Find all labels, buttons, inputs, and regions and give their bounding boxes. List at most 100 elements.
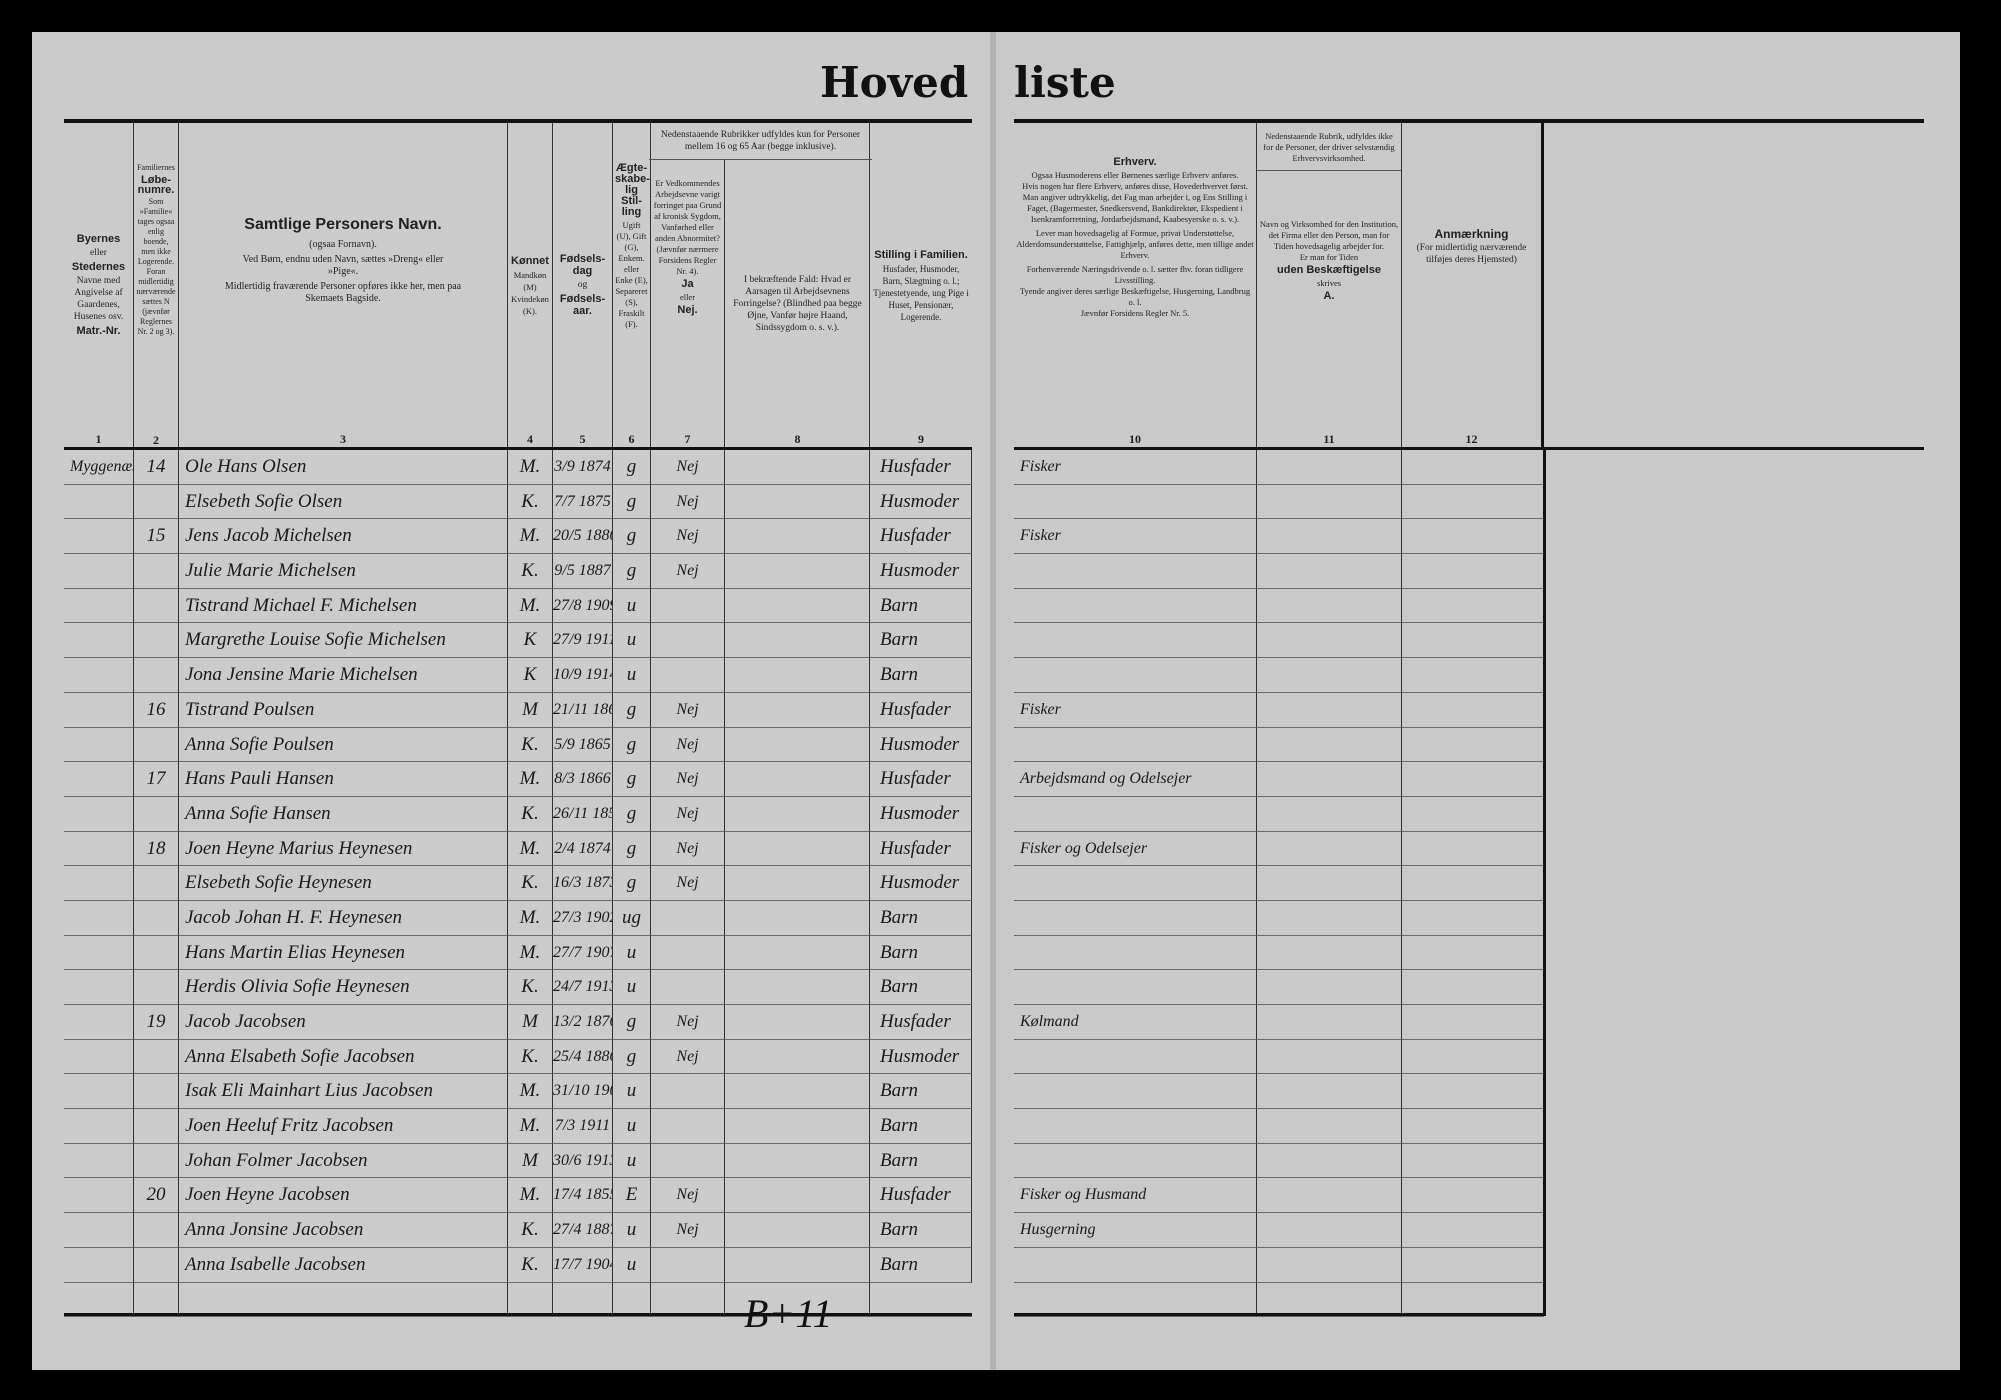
h10-t6: Tyende angiver deres særlige Beskæftigel… (1019, 286, 1251, 307)
cell-marital-status: g (613, 484, 651, 520)
cell-employer (1257, 762, 1402, 797)
cell-work-ability: Nej (651, 692, 725, 728)
cell-occupation (1014, 484, 1257, 520)
cell-occupation (1014, 623, 1257, 659)
cell-marital-status: u (613, 1143, 651, 1179)
header-col-5: Fødsels-dag og Fødsels-aar. 5 (553, 123, 613, 447)
cell-family-position: Barn (870, 623, 972, 659)
h12-b1: Anmærkning (1434, 227, 1509, 242)
cell-place (64, 1039, 134, 1075)
cell-family-number (134, 727, 179, 763)
cell-marital-status: u (613, 588, 651, 624)
cell-work-ability: Nej (651, 866, 725, 901)
col-number: 5 (579, 432, 586, 446)
cell-marital-status: ug (613, 900, 651, 936)
cell-work-ability: Nej (651, 519, 725, 555)
cell-birth-date: 27/4 1887 (553, 1213, 613, 1248)
cell-reason (725, 796, 870, 832)
header-col-4: Kønnet Mandkøn (M) Kvindekøn (K). 4 (508, 123, 553, 447)
cell-birth-date: 20/5 1880 (553, 519, 613, 555)
cell-birth-date: 27/9 1911 (553, 623, 613, 659)
h9-t1: Husfader, Husmoder, Barn, Slægtning o. l… (873, 264, 969, 322)
cell-family-number: 18 (134, 831, 179, 867)
cell-family-position: Barn (870, 1213, 972, 1248)
cell-work-ability: Nej (651, 762, 725, 797)
cell-marital-status: g (613, 866, 651, 901)
cell-reason (725, 1039, 870, 1075)
cell-sex: M. (508, 1178, 553, 1214)
cell-remark (1402, 728, 1544, 763)
cell-remark (1402, 693, 1544, 728)
header-col-1: Byernes eller Stedernes Navne med Angivelse… (64, 123, 134, 447)
cell-reason (725, 727, 870, 763)
h5-b1: Fødsels-dag (559, 253, 606, 277)
cell-marital-status: g (613, 762, 651, 797)
col12-right-border (1543, 450, 1546, 1316)
cell-occupation: Arbejdsmand og Odelsejer (1014, 762, 1257, 797)
cell-reason (725, 1005, 870, 1040)
cell-work-ability: Nej (651, 1213, 725, 1248)
cell-birth-date: 24/7 1913 (553, 970, 613, 1005)
cell-reason (725, 554, 870, 589)
cell-employer (1257, 796, 1402, 832)
col-number: 12 (1465, 432, 1478, 446)
cell-place (64, 762, 134, 797)
cell-birth-date: 25/4 1886 (553, 1039, 613, 1075)
h11-b2: A. (1323, 290, 1335, 302)
cell-family-position: Barn (870, 1143, 972, 1179)
cell-place (64, 1178, 134, 1214)
cell-reason (725, 970, 870, 1005)
cell-marital-status: u (613, 1074, 651, 1110)
cell-marital-status: g (613, 727, 651, 763)
cell-family-position: Barn (870, 1074, 972, 1110)
cell-occupation (1014, 900, 1257, 936)
cell-marital-status: u (613, 623, 651, 659)
cell-person-name: Tistrand Poulsen (179, 692, 508, 728)
cell-sex: K. (508, 970, 553, 1005)
cell-employer (1257, 900, 1402, 936)
h10-t1: Ogsaa Husmoderens eller Børnenes særlige… (1031, 170, 1239, 180)
cell-person-name: Elsebeth Sofie Heynesen (179, 866, 508, 901)
cell-person-name: Joen Heeluf Fritz Jacobsen (179, 1109, 508, 1144)
cell-reason (725, 935, 870, 971)
cell-sex (508, 1282, 553, 1318)
cell-marital-status: g (613, 450, 651, 485)
cell-family-position: Husfader (870, 692, 972, 728)
cell-birth-date: 30/6 1913 (553, 1143, 613, 1179)
h3-t2: Ved Børn, endnu uden Navn, sættes »Dreng… (242, 254, 444, 278)
cell-sex: K. (508, 1213, 553, 1248)
cell-employer (1257, 1005, 1402, 1040)
cell-reason (725, 1074, 870, 1110)
cell-sex: K. (508, 727, 553, 763)
col-number: 4 (527, 432, 533, 446)
header-col-9: Stilling i Familien. Husfader, Husmoder, … (870, 123, 972, 447)
cell-person-name: Elsebeth Sofie Olsen (179, 484, 508, 520)
h7-b2: Nej. (677, 304, 698, 316)
col-number: 6 (628, 432, 635, 446)
cell-reason (725, 658, 870, 693)
cell-work-ability: Nej (651, 484, 725, 520)
cell-person-name: Ole Hans Olsen (179, 450, 508, 485)
cell-person-name: Anna Sofie Hansen (179, 796, 508, 832)
cell-family-number: 16 (134, 692, 179, 728)
cell-family-number (134, 588, 179, 624)
cell-marital-status: g (613, 1039, 651, 1075)
cell-remark (1402, 797, 1544, 832)
cell-sex: M (508, 1005, 553, 1040)
cell-family-number: 14 (134, 450, 179, 485)
cell-reason (725, 900, 870, 936)
cell-family-position: Barn (870, 588, 972, 624)
cell-birth-date: 9/5 1887 (553, 554, 613, 589)
cell-family-position: Husmoder (870, 554, 972, 589)
cell-employer (1257, 866, 1402, 901)
cell-person-name: Jona Jensine Marie Michelsen (179, 658, 508, 693)
cell-reason (725, 1247, 870, 1283)
cell-family-position: Husfader (870, 519, 972, 555)
cell-birth-date: 8/3 1866 (553, 762, 613, 797)
cell-sex: K. (508, 554, 553, 589)
cell-employer (1257, 970, 1402, 1005)
cell-employer (1257, 554, 1402, 589)
cell-person-name (179, 1282, 508, 1318)
cell-remark (1402, 1283, 1544, 1318)
cell-birth-date: 27/8 1909 (553, 588, 613, 624)
